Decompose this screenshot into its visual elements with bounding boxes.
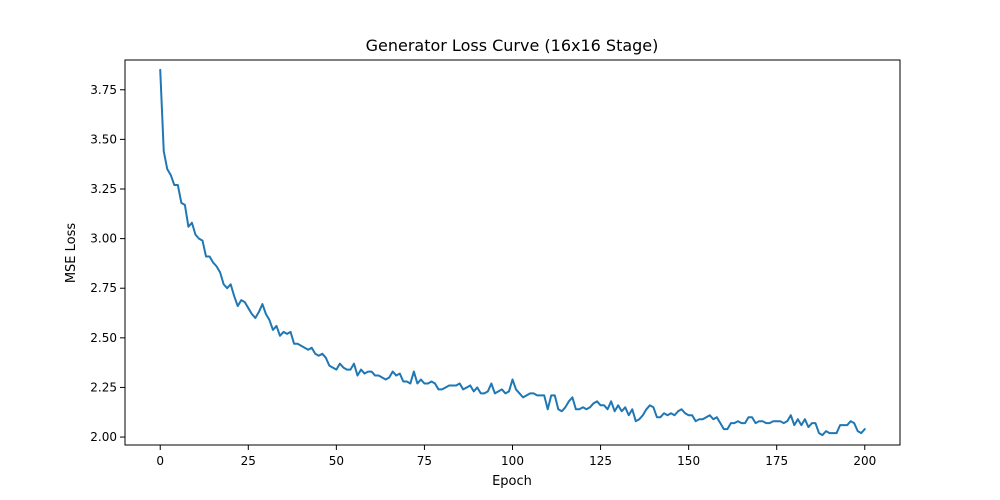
x-tick-label: 0	[156, 454, 164, 468]
loss-series-line	[159, 68, 866, 437]
x-tick-label: 75	[417, 454, 432, 468]
y-tick-label: 3.00	[90, 232, 117, 246]
y-tick-label: 2.00	[90, 430, 117, 444]
x-axis-label: Epoch	[492, 474, 532, 489]
x-tick-label: 125	[589, 454, 612, 468]
x-tick-label: 100	[501, 454, 524, 468]
x-tick-label: 25	[241, 454, 256, 468]
chart-title: Generator Loss Curve (16x16 Stage)	[366, 36, 659, 55]
y-tick-label: 3.75	[90, 83, 117, 97]
x-axis-ticks: 0 25 50 75 100 125 150 175 200	[156, 445, 876, 468]
y-tick-label: 3.50	[90, 132, 117, 146]
x-tick-label: 175	[765, 454, 788, 468]
x-tick-label: 200	[853, 454, 876, 468]
x-tick-label: 50	[329, 454, 344, 468]
y-tick-label: 3.25	[90, 182, 117, 196]
x-tick-label: 150	[677, 454, 700, 468]
y-tick-label: 2.75	[90, 281, 117, 295]
y-tick-label: 2.25	[90, 380, 117, 394]
y-axis-label: MSE Loss	[64, 223, 79, 284]
y-axis-ticks: 2.00 2.25 2.50 2.75 3.00 3.25 3.50 3.75	[90, 83, 125, 444]
y-tick-label: 2.50	[90, 331, 117, 345]
